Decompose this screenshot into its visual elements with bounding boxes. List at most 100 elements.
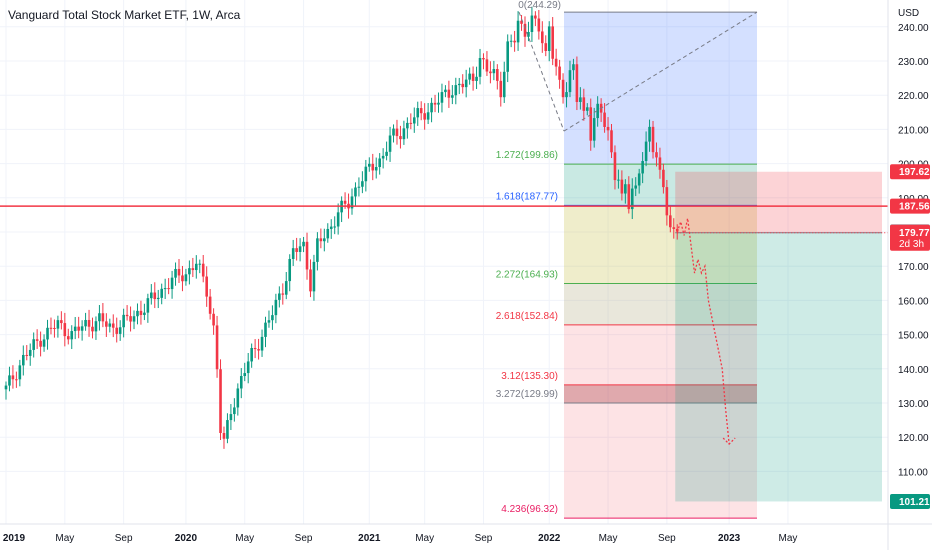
- fib-zone-0-1272: [564, 12, 757, 165]
- fib-label: 2.618(152.84): [496, 311, 558, 322]
- fibonacci-extension-zones: [564, 11, 757, 519]
- candle-body: [627, 184, 631, 210]
- candle-body: [115, 327, 119, 334]
- candle-body: [278, 293, 281, 300]
- candle-body: [274, 299, 278, 316]
- candle-body: [264, 322, 267, 337]
- fib-label: 0(244.29): [518, 0, 561, 11]
- candle-body: [496, 69, 499, 81]
- price-tick-label: 240.00: [898, 23, 929, 34]
- candle-body: [644, 141, 648, 162]
- time-tick-label: Sep: [475, 533, 493, 544]
- candle-body: [454, 85, 458, 96]
- candle-body: [236, 388, 240, 408]
- candle-body: [572, 64, 575, 71]
- candle-body: [585, 107, 589, 111]
- candle-body: [637, 173, 641, 186]
- candle-body: [489, 71, 492, 74]
- position-tool[interactable]: [675, 171, 882, 502]
- candle-body: [368, 163, 371, 167]
- candle-body: [520, 20, 523, 24]
- price-badge: [890, 164, 930, 180]
- candle-body: [371, 163, 375, 171]
- candle-body: [558, 66, 561, 80]
- candle-body: [610, 130, 613, 153]
- candle-body: [582, 97, 586, 111]
- candle-body: [281, 293, 285, 295]
- candle-body: [651, 126, 655, 153]
- price-tick-label: 150.00: [898, 331, 929, 342]
- price-badge: [890, 493, 930, 509]
- trend-lines[interactable]: [0, 11, 932, 234]
- fib-trend-line-2: [563, 11, 758, 132]
- candle-body: [634, 185, 638, 189]
- candle-body: [87, 319, 91, 327]
- candle-body: [554, 58, 558, 67]
- candle-body: [32, 339, 35, 350]
- candle-body: [416, 108, 420, 118]
- candle-body: [516, 20, 520, 43]
- candle-body: [136, 310, 139, 317]
- time-tick-label: 2023: [718, 533, 741, 544]
- candle-body: [239, 376, 243, 389]
- candle-body: [18, 365, 22, 380]
- stop-loss-zone: [675, 171, 882, 233]
- price-badge: [890, 224, 930, 251]
- fib-zone-2618-312: [564, 324, 757, 385]
- candle-body: [215, 325, 219, 370]
- price-tick-label: 120.00: [898, 433, 929, 444]
- candle-body: [343, 200, 347, 204]
- candle-body: [267, 320, 271, 323]
- candle-body: [440, 92, 444, 103]
- candle-body: [118, 327, 122, 334]
- candle-body: [153, 292, 157, 300]
- candle-body: [561, 79, 565, 98]
- projection-path[interactable]: [676, 218, 736, 445]
- fib-label: 3.272(129.99): [496, 389, 558, 400]
- candle-body: [316, 238, 319, 262]
- candle-body: [378, 158, 381, 168]
- time-tick-label: 2019: [3, 533, 26, 544]
- candle-body: [167, 288, 170, 290]
- candle-body: [35, 339, 39, 341]
- candle-body: [56, 320, 60, 329]
- candle-body: [53, 327, 56, 329]
- candle-body: [73, 326, 77, 332]
- candle-body: [229, 414, 233, 421]
- candle-body: [312, 261, 316, 292]
- projection-arrowhead: [722, 437, 736, 445]
- candle-body: [603, 112, 606, 127]
- fib-trend-line-1: [518, 11, 565, 132]
- candle-body: [641, 161, 644, 174]
- candle-body: [219, 369, 222, 434]
- candle-body: [534, 15, 537, 19]
- candle-body: [624, 184, 627, 194]
- price-badge-countdown: 2d 3h: [899, 239, 924, 250]
- candle-body: [565, 92, 568, 98]
- time-tick-label: May: [779, 533, 798, 544]
- candle-body: [409, 122, 413, 124]
- candle-body: [547, 26, 551, 51]
- candle-body: [357, 186, 361, 188]
- candle-body: [94, 321, 98, 332]
- price-axis-bg: [888, 0, 932, 550]
- time-tick-label: Sep: [658, 533, 676, 544]
- candle-body: [354, 187, 357, 197]
- candle-body: [655, 152, 658, 158]
- candle-body: [160, 288, 163, 298]
- price-tick-label: 110.00: [898, 467, 928, 478]
- candle-body: [385, 151, 388, 156]
- candle-body: [125, 314, 129, 317]
- candle-body: [181, 275, 184, 282]
- candle-body: [388, 135, 392, 152]
- candle-body: [399, 136, 402, 140]
- candle-body: [108, 323, 112, 327]
- candle-body: [150, 292, 153, 299]
- candle-body: [579, 97, 582, 102]
- candle-body: [589, 107, 593, 141]
- price-badge-text: 101.21: [899, 497, 930, 508]
- candle-body: [423, 113, 426, 120]
- candle-body: [482, 58, 485, 60]
